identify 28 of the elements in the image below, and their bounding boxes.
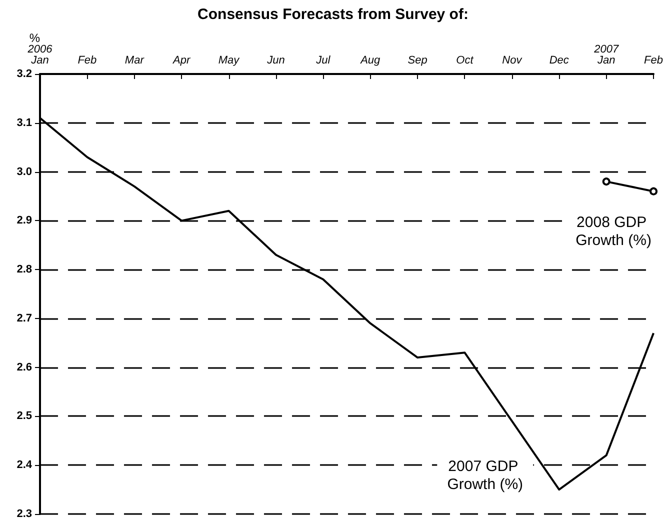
y-tick-label: 2.6 <box>16 361 32 374</box>
x-tick-label: Sep <box>408 54 428 66</box>
y-tick-label: 2.3 <box>16 508 32 520</box>
x-tick-label: Nov <box>502 54 524 66</box>
x-tick-label: Oct <box>456 54 474 66</box>
x-tick-label: Feb <box>644 54 664 66</box>
x-tick-label: Jul <box>315 54 331 66</box>
x-tick-label: 2006 Jan <box>26 44 54 66</box>
series-label: 2008 GDP Growth (%) <box>576 214 652 249</box>
y-tick-label: 3.0 <box>16 166 32 178</box>
x-tick-label: Mar <box>124 54 146 66</box>
x-tick-label: Dec <box>549 54 570 66</box>
y-tick-label: 2.4 <box>16 459 33 472</box>
y-tick-label: 2.7 <box>16 312 32 324</box>
chart-title: Consensus Forecasts from Survey of: <box>198 6 468 23</box>
y-tick-label: 2.8 <box>16 264 32 276</box>
y-tick-label: 2.9 <box>16 214 32 227</box>
x-tick-label: Jun <box>266 54 285 66</box>
x-tick-label: May <box>218 54 241 66</box>
series-label: 2007 GDP Growth (%) <box>447 458 524 494</box>
x-tick-label: Aug <box>360 54 382 66</box>
y-tick-label: 3.2 <box>16 68 32 80</box>
x-tick-label: 2007 Jan <box>593 44 620 66</box>
y-tick-label: 2.5 <box>16 410 32 422</box>
x-tick-label: Apr <box>172 54 192 66</box>
y-axis-title: % <box>29 31 40 46</box>
y-tick-label: 3.1 <box>16 116 32 129</box>
x-tick-label: Feb <box>78 54 97 66</box>
